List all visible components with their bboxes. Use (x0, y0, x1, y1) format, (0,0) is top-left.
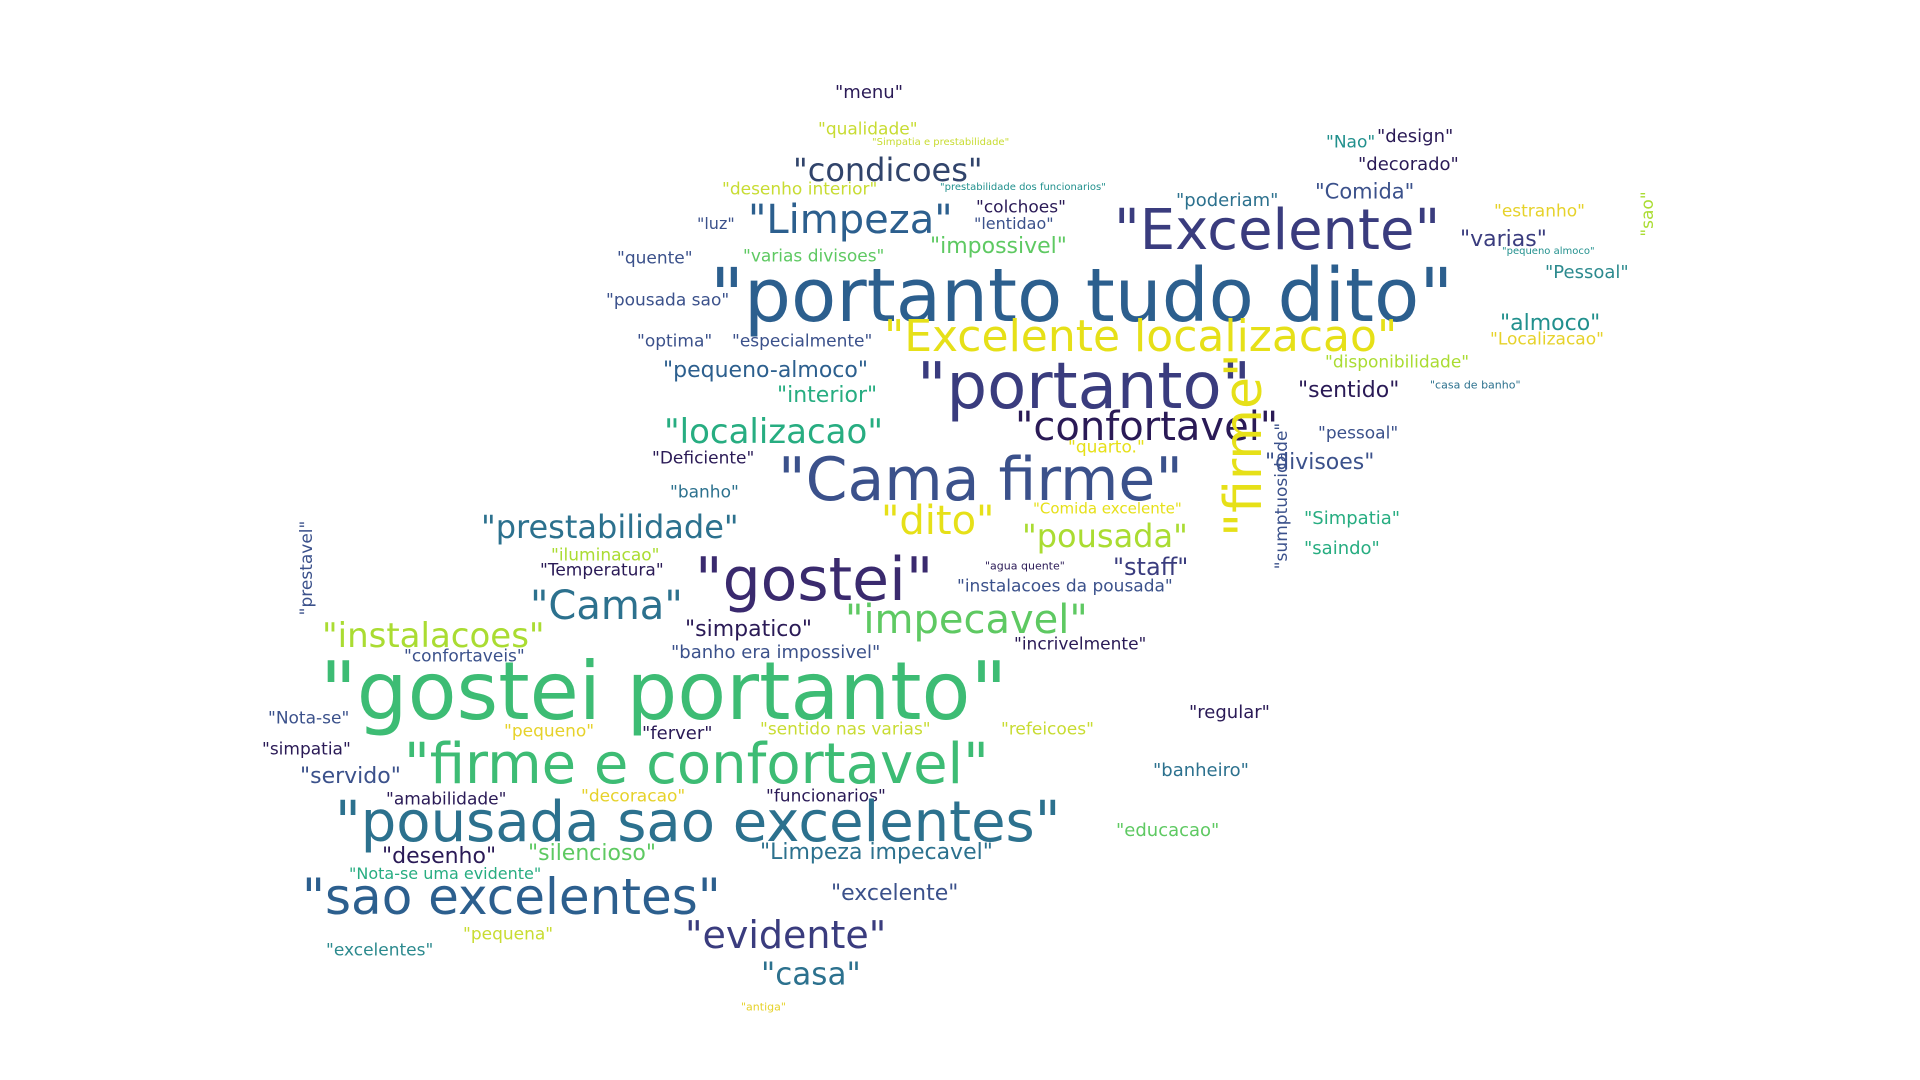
word-pequeno-almoco: "pequeno almoco" (1502, 246, 1595, 257)
word-almoco: "almoco" (1500, 311, 1601, 336)
word-cama-firme: "Cama firme" (778, 445, 1183, 515)
word-sumptuosidade: "sumptuosidade" (1272, 422, 1292, 570)
word-pequeno-almoco: "pequeno-almoco" (663, 358, 868, 383)
word-confortavel: "confortavel" (1015, 404, 1279, 450)
word-luz: "luz" (697, 214, 735, 233)
word-pessoal: "pessoal" (1318, 423, 1399, 444)
word-temperatura: "Temperatura" (540, 560, 664, 581)
word-comida: "Comida" (1315, 179, 1415, 204)
word-incrivelmente: "incrivelmente" (1014, 634, 1147, 655)
word-confortaveis: "confortaveis" (404, 646, 525, 667)
word-desenho-interior: "desenho interior" (722, 179, 878, 200)
word-nota-se-uma-evidente: "Nota-se uma evidente" (349, 864, 542, 883)
word-portanto: "portanto" (917, 350, 1252, 424)
word-optima: "optima" (637, 331, 713, 352)
word-firme: "firme" (1214, 353, 1274, 537)
word-gostei-portanto: "gostei portanto" (320, 645, 1008, 738)
word-casa-de-banho: "casa de banho" (1430, 378, 1521, 392)
word-impecavel: "impecavel" (845, 597, 1088, 643)
word-iluminacao: "iluminacao" (551, 545, 660, 566)
word-firme-e-confortavel: "firme e confortavel" (404, 732, 989, 797)
word-pequeno: "pequeno" (504, 721, 595, 742)
word-simpatico: "simpatico" (685, 617, 812, 642)
word-estranho: "estranho" (1494, 201, 1585, 222)
word-banho: "banho" (670, 482, 739, 503)
word-cama: "Cama" (530, 583, 683, 629)
word-decorado: "decorado" (1358, 154, 1459, 175)
word-prestavel: "prestavel" (297, 520, 317, 616)
word-saindo: "saindo" (1304, 538, 1380, 559)
word-casa: "casa" (761, 956, 861, 993)
word-simpatia: "simpatia" (262, 739, 351, 760)
word-refeicoes: "refeicoes" (1001, 719, 1094, 740)
word-instalacoes-da-pousada: "instalacoes da pousada" (957, 576, 1173, 597)
word-ferver: "ferver" (642, 723, 713, 744)
word-pousada: "pousada" (1022, 517, 1188, 555)
word-desenho: "desenho" (382, 844, 497, 869)
word-interior: "interior" (777, 383, 878, 408)
word-evidente: "evidente" (685, 913, 887, 957)
word-localizacao: "Localizacao" (1490, 329, 1604, 350)
word-excelente: "Excelente" (1114, 198, 1441, 263)
word-comida-excelente: "Comida excelente" (1033, 499, 1182, 518)
word-impossivel: "impossivel" (930, 234, 1067, 259)
word-divisoes: "divisoes" (1265, 450, 1375, 475)
word-pousada-sao: "pousada sao" (606, 290, 730, 311)
word-silencioso: "silencioso" (528, 841, 656, 866)
word-decoracao: "decoracao" (581, 786, 686, 807)
word-simpatia-e-prestabilidade: "Simpatia e prestabilidade" (872, 137, 1010, 148)
word-menu: "menu" (835, 82, 903, 103)
word-gostei: "gostei" (695, 545, 934, 615)
word-nota-se: "Nota-se" (268, 708, 350, 729)
word-agua-quente: "agua quente" (985, 559, 1065, 573)
word-regular: "regular" (1189, 702, 1270, 723)
word-simpatia: "Simpatia" (1304, 508, 1401, 529)
word-funcionarios: "funcionarios" (766, 786, 886, 807)
word-prestabilidade: "prestabilidade" (481, 508, 739, 546)
word-antiga: "antiga" (741, 1000, 786, 1014)
word-pousada-sao-excelentes: "pousada sao excelentes" (335, 790, 1061, 855)
word-excelentes: "excelentes" (326, 940, 434, 961)
word-staff: "staff" (1113, 553, 1189, 581)
word-prestabilidade-dos-funcionarios: "prestabilidade dos funcionarios" (940, 182, 1106, 193)
word-pequena: "pequena" (463, 924, 554, 945)
word-colchoes: "colchoes" (976, 197, 1066, 218)
word-varias-divisoes: "varias divisoes" (743, 246, 885, 267)
word-qualidade: "qualidade" (818, 119, 918, 140)
word-banho-era-impossivel: "banho era impossivel" (671, 642, 881, 663)
word-pessoal: "Pessoal" (1545, 262, 1629, 283)
word-sentido-nas-varias: "sentido nas varias" (760, 719, 931, 740)
word-varias: "varias" (1460, 227, 1547, 252)
word-design: "design" (1377, 126, 1454, 147)
word-lentidao: "lentidao" (974, 214, 1054, 233)
word-quarto: "quarto." (1068, 437, 1145, 458)
word-limpeza: "Limpeza" (748, 197, 953, 243)
word-quente: "quente" (617, 248, 693, 269)
word-banheiro: "banheiro" (1153, 760, 1249, 781)
word-condicoes: "condicoes" (793, 151, 983, 189)
word-instalacoes: "instalacoes" (322, 616, 545, 656)
word-educacao: "educacao" (1116, 820, 1220, 841)
word-deficiente: "Deficiente" (652, 448, 755, 469)
word-sao: "sao" (1638, 191, 1658, 237)
word-servido: "servido" (300, 764, 401, 789)
word-excelente: "excelente" (831, 881, 959, 906)
word-localizacao: "localizacao" (664, 412, 883, 452)
word-amabilidade: "amabilidade" (386, 789, 507, 810)
word-nao: "Nao" (1326, 132, 1376, 153)
word-dito: "dito" (881, 498, 995, 544)
word-portanto-tudo-dito: "portanto tudo dito" (710, 253, 1454, 339)
word-disponibilidade: "disponibilidade" (1325, 352, 1470, 373)
word-sao-excelentes: "sao excelentes" (302, 868, 721, 926)
word-poderiam: "poderiam" (1176, 190, 1279, 211)
word-sentido: "sentido" (1298, 378, 1400, 403)
word-especialmente: "especialmente" (732, 331, 873, 352)
word-excelente-localizacao: "Excelente localizacao" (884, 311, 1398, 362)
word-limpeza-impecavel: "Limpeza impecavel" (760, 840, 993, 865)
